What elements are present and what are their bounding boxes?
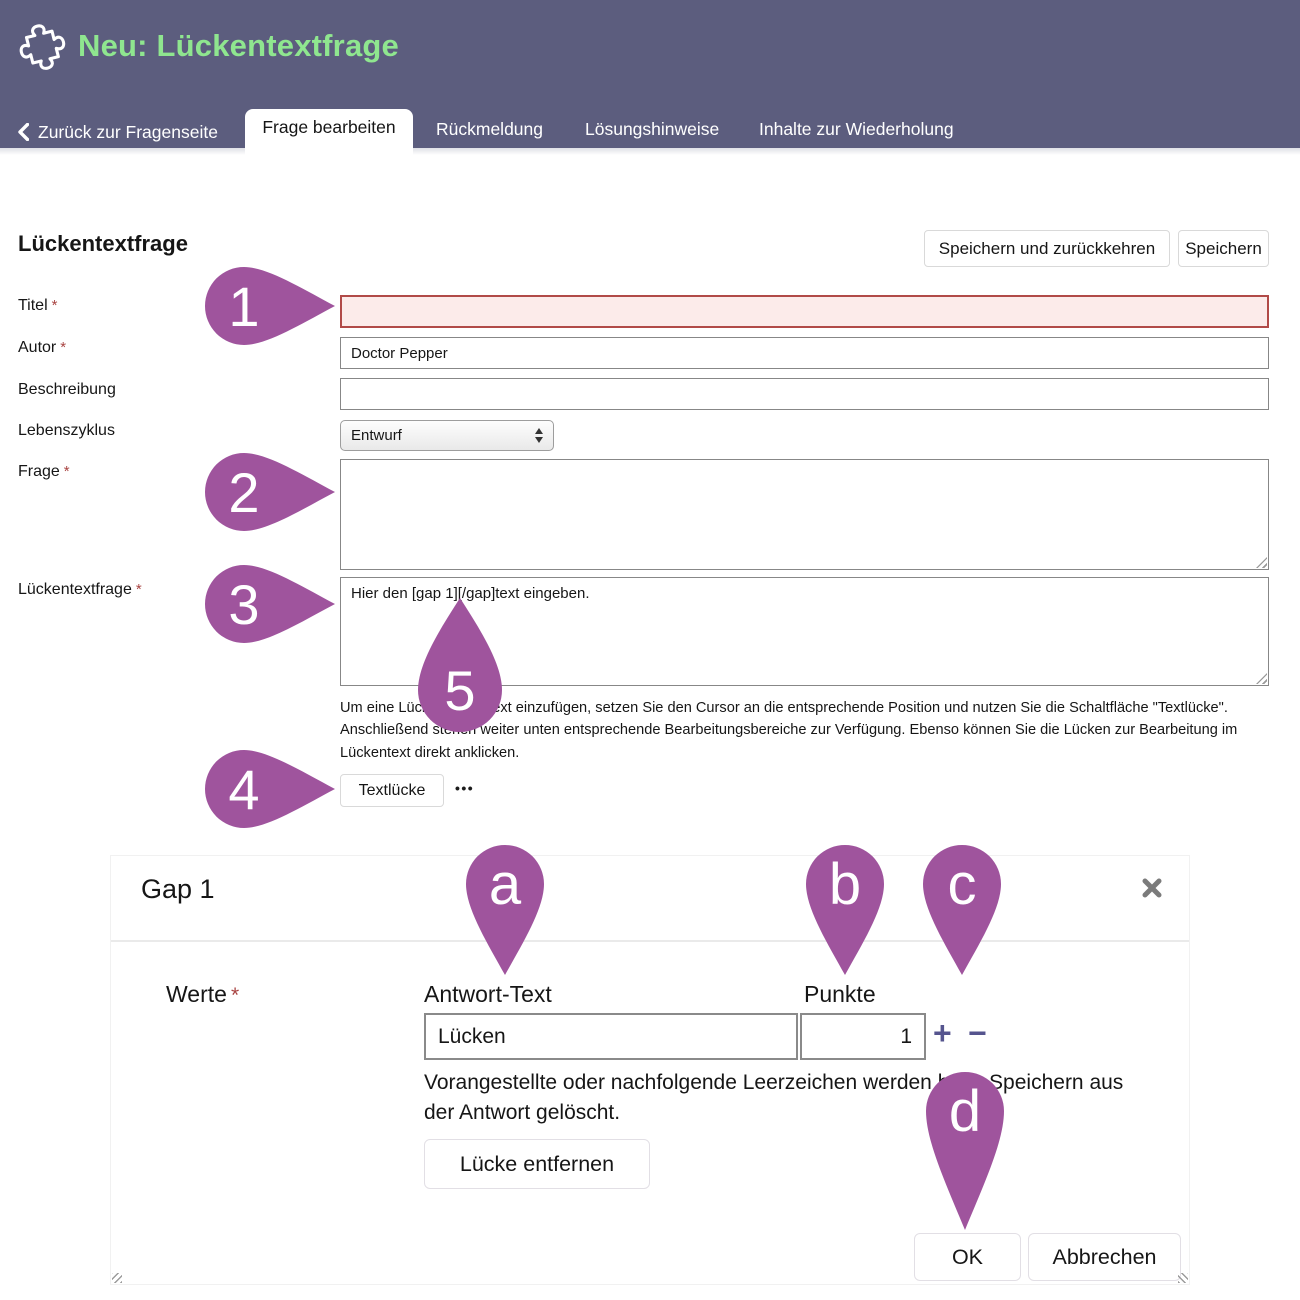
dialog-divider: [111, 940, 1189, 942]
lueckentextfrage-label: Lückentextfrage *: [18, 581, 142, 598]
frage-label: Frage *: [18, 463, 70, 480]
save-button[interactable]: Speichern: [1178, 230, 1269, 267]
tab-loesungshinweise[interactable]: Lösungshinweise: [585, 119, 720, 139]
more-options-icon[interactable]: •••: [455, 780, 475, 796]
tab-inhalte-zur-wiederholung[interactable]: Inhalte zur Wiederholung: [759, 119, 954, 139]
antwort-text-input[interactable]: [424, 1013, 798, 1060]
textluecke-button[interactable]: Textlücke: [340, 774, 444, 807]
frage-textarea[interactable]: [340, 459, 1269, 570]
lebenszyklus-label: Lebenszyklus: [18, 422, 115, 439]
titel-label: Titel *: [18, 297, 58, 314]
annotation-marker-2: 2: [205, 453, 335, 531]
annotation-marker-1: 1: [205, 267, 335, 345]
annotation-marker-3: 3: [205, 565, 335, 643]
required-asterisk: *: [63, 463, 70, 480]
remove-gap-button[interactable]: Lücke entfernen: [424, 1139, 650, 1189]
required-asterisk: *: [230, 984, 240, 1007]
tab-back-to-question-page[interactable]: Zurück zur Fragenseite: [18, 116, 218, 148]
lueckentext-textarea-wrap: Hier den [gap 1][/gap]text eingeben.: [340, 577, 1269, 686]
dialog-resize-grip[interactable]: [112, 1273, 122, 1283]
resize-grip-icon[interactable]: [1256, 557, 1267, 568]
titel-input[interactable]: [340, 295, 1269, 328]
autor-label: Autor *: [18, 339, 67, 356]
lebenszyklus-selected-value: Entwurf: [351, 427, 402, 444]
form-heading: Lückentextfrage: [18, 231, 188, 256]
autor-input[interactable]: [340, 337, 1269, 369]
resize-grip-icon[interactable]: [1256, 673, 1267, 684]
frage-textarea-wrap: [340, 459, 1269, 570]
whitespace-note: Vorangestellte oder nachfolgende Leerzei…: [424, 1071, 1124, 1124]
beschreibung-input[interactable]: [340, 378, 1269, 410]
page-title: Neu: Lückentextfrage: [78, 28, 399, 63]
annotation-marker-4: 4: [205, 750, 335, 828]
add-answer-icon[interactable]: +: [933, 1015, 952, 1051]
required-asterisk: *: [135, 581, 142, 598]
gap-dialog-title: Gap 1: [141, 874, 215, 904]
save-and-return-button[interactable]: Speichern und zurückkehren: [924, 230, 1170, 267]
puzzle-icon: [19, 24, 66, 70]
gap-help-text: Um eine Lücke in den Text einzufügen, se…: [340, 700, 1238, 761]
tab-frage-bearbeiten[interactable]: Frage bearbeiten: [245, 109, 413, 155]
tab-rueckmeldung[interactable]: Rückmeldung: [436, 119, 543, 139]
punkte-input[interactable]: [800, 1013, 926, 1060]
dialog-resize-grip[interactable]: [1178, 1273, 1188, 1283]
app-header: Neu: Lückentextfrage Zurück zur Fragense…: [0, 0, 1300, 155]
back-chevron-icon: [18, 123, 29, 141]
ok-button[interactable]: OK: [914, 1233, 1021, 1281]
tab-back-label: Zurück zur Fragenseite: [38, 122, 218, 142]
remove-answer-icon[interactable]: −: [968, 1015, 987, 1051]
cancel-button[interactable]: Abbrechen: [1028, 1233, 1181, 1281]
lueckentext-textarea[interactable]: Hier den [gap 1][/gap]text eingeben.: [340, 577, 1269, 686]
required-asterisk: *: [51, 297, 58, 314]
close-icon[interactable]: [1140, 876, 1164, 900]
lebenszyklus-select[interactable]: Entwurf: [340, 420, 554, 451]
antwort-text-header: Antwort-Text: [424, 981, 552, 1007]
header-shadow: [0, 148, 1300, 155]
select-spinner-icon: [535, 428, 544, 444]
gap-dialog: Gap 1 Werte* Antwort-Text Punkte + − Vor…: [110, 855, 1190, 1285]
required-asterisk: *: [60, 339, 67, 356]
werte-label: Werte *: [166, 981, 240, 1007]
punkte-header: Punkte: [804, 981, 876, 1007]
beschreibung-label: Beschreibung: [18, 381, 116, 398]
